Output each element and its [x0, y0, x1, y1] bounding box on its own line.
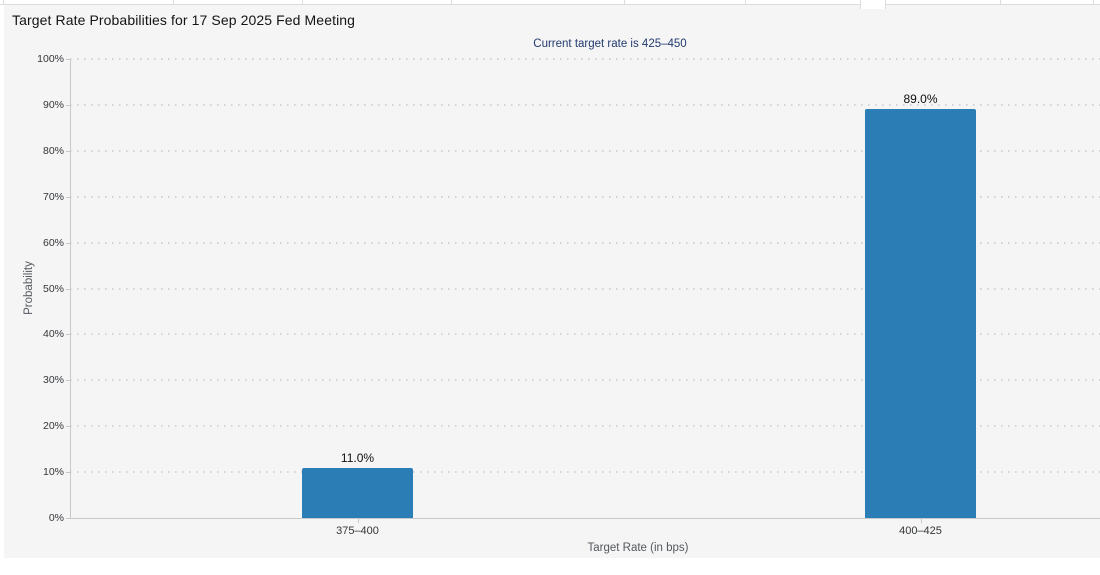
bar[interactable] [865, 109, 976, 518]
y-tick-label: 100% [37, 53, 64, 65]
x-axis-title: Target Rate (in bps) [587, 542, 689, 554]
tab-divider [451, 0, 452, 5]
y-tick-mark [66, 472, 70, 474]
y-tick-mark [66, 288, 70, 290]
x-tick-mark [357, 518, 359, 523]
y-tick-mark [66, 196, 70, 198]
gridline [70, 149, 1100, 152]
gridline [70, 58, 1100, 60]
tab-divider [173, 0, 174, 5]
y-tick-label: 20% [42, 420, 64, 433]
y-tick-label: 80% [42, 144, 64, 157]
tab-strip [0, 0, 1100, 9]
y-tick-label: 70% [42, 190, 64, 203]
y-tick-mark [66, 150, 70, 152]
y-axis-line [70, 59, 71, 518]
gridline [70, 195, 1100, 198]
x-axis-line [70, 518, 1100, 519]
active-tab[interactable] [860, 0, 886, 9]
bar[interactable] [302, 467, 413, 518]
tab-divider [302, 0, 303, 5]
chart-subtitle: Current target rate is 425–450 [533, 38, 687, 50]
y-tick-mark [66, 334, 70, 336]
y-tick-mark [66, 104, 70, 106]
y-tick-mark [66, 518, 70, 519]
gridline [70, 379, 1100, 382]
x-tick-label: 375–400 [336, 525, 379, 537]
tab-divider [1000, 0, 1001, 5]
gridline [70, 333, 1100, 336]
bar-value-label: 89.0% [903, 92, 938, 107]
gridline [70, 103, 1100, 106]
y-tick-label: 10% [42, 466, 64, 479]
tab-divider [745, 0, 746, 5]
tab-divider [1093, 0, 1094, 5]
tab-divider [3, 0, 4, 5]
gridline [70, 241, 1100, 244]
gridline [70, 287, 1100, 290]
y-tick-label: 30% [42, 374, 64, 387]
y-tick-label: 90% [42, 98, 64, 111]
y-tick-mark [66, 380, 70, 382]
y-tick-label: 50% [42, 282, 64, 295]
y-tick-label: 60% [42, 236, 64, 249]
gridline [70, 425, 1100, 428]
chart-title: Target Rate Probabilities for 17 Sep 202… [12, 12, 356, 28]
y-tick-mark [66, 59, 70, 60]
y-tick-mark [66, 242, 70, 244]
plot-area: 0% 10% 20% 30% 40% 50% 60% 70% 80% 90% 100% 11.0% 37… [4, 5, 1100, 558]
tab-divider [624, 0, 625, 5]
y-tick-label: 40% [42, 328, 64, 341]
y-tick-label: 0% [48, 512, 64, 524]
x-tick-label: 400–425 [899, 525, 942, 537]
x-tick-mark [920, 518, 922, 523]
bar-value-label: 11.0% [340, 450, 375, 465]
gridline [70, 471, 1100, 474]
chart-panel: Target Rate Probabilities for 17 Sep 202… [4, 5, 1100, 558]
y-tick-mark [66, 426, 70, 428]
